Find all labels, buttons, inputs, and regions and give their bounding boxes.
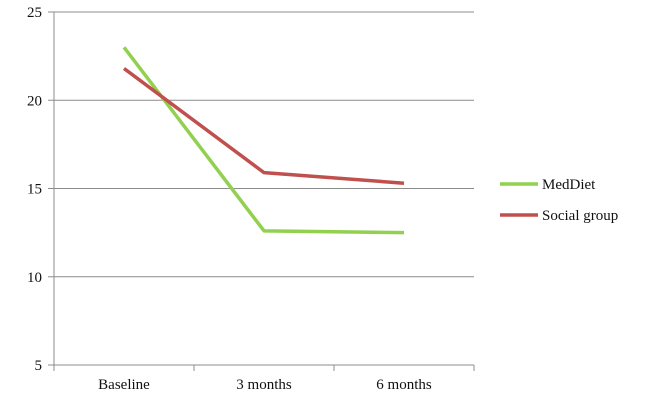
y-tick-label: 5 bbox=[35, 358, 43, 374]
series-line-meddiet bbox=[122, 46, 405, 235]
x-axis-ticks: Baseline 3 months 6 months bbox=[98, 377, 432, 393]
legend: MedDiet Social group bbox=[500, 177, 618, 224]
y-axis-ticks: 5 10 15 20 25 bbox=[27, 5, 42, 374]
gridlines bbox=[54, 11, 474, 278]
y-tick-label: 20 bbox=[27, 93, 42, 109]
axes bbox=[48, 11, 475, 371]
y-tick-label: 25 bbox=[27, 5, 42, 21]
y-tick-label: 15 bbox=[27, 182, 42, 198]
x-tick-label: Baseline bbox=[98, 377, 150, 393]
y-tick-label: 10 bbox=[27, 270, 42, 286]
legend-label: Social group bbox=[542, 208, 618, 224]
x-tick-label: 6 months bbox=[376, 377, 432, 393]
legend-label: MedDiet bbox=[542, 177, 596, 193]
series-lines bbox=[122, 46, 405, 235]
series-line-social-group bbox=[122, 67, 405, 185]
x-tick-label: 3 months bbox=[236, 377, 292, 393]
